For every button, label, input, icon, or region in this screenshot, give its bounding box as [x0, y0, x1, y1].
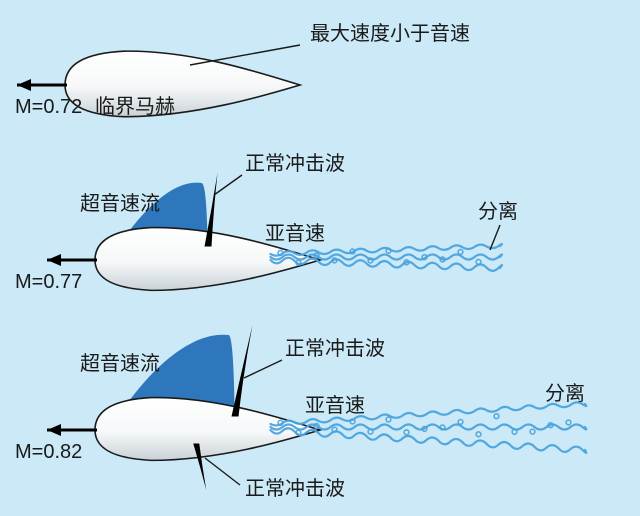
callout-label: 正常冲击波	[245, 152, 345, 175]
callout-label: 分离	[545, 382, 585, 405]
mach-label: M=0.72	[15, 96, 82, 118]
callout-label: 分离	[478, 200, 518, 223]
callout-label: 亚音速	[305, 394, 365, 417]
supersonic-label: 超音速流	[80, 352, 160, 375]
callout-label: 亚音速	[265, 222, 325, 245]
callout-label: 正常冲击波	[285, 337, 385, 360]
callout-label: 最大速度小于音速	[310, 22, 470, 45]
callout-label: 正常冲击波	[245, 477, 345, 500]
mach-label: M=0.82	[15, 441, 82, 463]
mach-sublabel: 临界马赫	[95, 95, 175, 118]
supersonic-label: 超音速流	[80, 192, 160, 215]
mach-label: M=0.77	[15, 271, 82, 293]
